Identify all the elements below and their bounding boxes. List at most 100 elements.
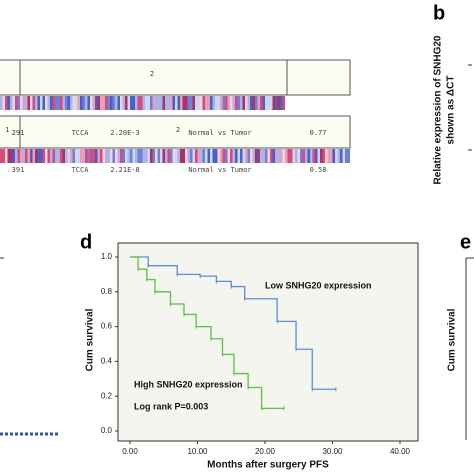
stripe <box>7 96 10 110</box>
stripe <box>225 149 228 163</box>
stripe <box>152 149 155 163</box>
stripe <box>52 96 55 110</box>
stripe <box>112 96 115 110</box>
stripe <box>82 149 85 163</box>
stripe <box>177 149 180 163</box>
stripe <box>85 149 88 163</box>
stripe <box>175 96 178 110</box>
cell-text: 0.77 <box>310 129 327 137</box>
stripe <box>50 149 53 163</box>
series-label: Low SNHG20 expression <box>265 280 372 290</box>
stripe <box>235 149 238 163</box>
stripe <box>220 96 223 110</box>
stripe <box>27 96 30 110</box>
stripe <box>202 96 205 110</box>
stripe <box>260 96 263 110</box>
x-tick-label: 10.00 <box>187 447 208 456</box>
stripe <box>7 149 10 163</box>
stripe <box>170 96 173 110</box>
stripe <box>2 96 5 110</box>
y-axis-label: Cum survival <box>85 308 96 371</box>
stripe <box>127 96 130 110</box>
stripe <box>115 96 118 110</box>
stripe <box>90 96 93 110</box>
stripe <box>12 149 15 163</box>
stripe <box>265 149 268 163</box>
stripe <box>290 149 293 163</box>
stripe <box>187 149 190 163</box>
y-tick-label: 0.0 <box>101 426 113 435</box>
stripe <box>97 96 100 110</box>
stripe <box>342 149 345 163</box>
stripe <box>240 149 243 163</box>
plot: 0.00 10.00 20.00 30.00 40.00 0.0 0.2 0.4 0.6 0.8 1… <box>101 252 411 456</box>
stripe <box>295 149 298 163</box>
stripe <box>205 96 208 110</box>
stripe <box>280 149 283 163</box>
panel-letter: e <box>460 231 471 253</box>
stripe <box>77 96 80 110</box>
stripe <box>2 149 5 163</box>
group-label: 2 <box>176 126 180 134</box>
stripe <box>207 96 210 110</box>
y-tick-label: 0.2 <box>101 391 113 400</box>
stripe <box>147 149 150 163</box>
stripe <box>255 149 258 163</box>
survival-curve <box>130 256 336 390</box>
stripe <box>92 96 95 110</box>
stripe <box>217 149 220 163</box>
stripe <box>142 149 145 163</box>
stripe <box>182 149 185 163</box>
stripe <box>340 149 343 163</box>
y-tick-label: 0.4 <box>101 357 113 366</box>
stripe <box>175 149 178 163</box>
stripe <box>95 96 98 110</box>
stripe <box>250 96 253 110</box>
stripe <box>122 149 125 163</box>
stripe <box>120 149 123 163</box>
stripe <box>32 96 35 110</box>
row-cells: 291 TCCA 2.20E-3 Normal vs Tumor 0.77 391 TCCA… <box>12 129 327 174</box>
stripe <box>167 96 170 110</box>
axis-label: Cum survival <box>447 308 458 371</box>
stripe <box>325 149 328 163</box>
stripe <box>107 96 110 110</box>
stripe <box>242 96 245 110</box>
stripe <box>312 149 315 163</box>
stripe <box>245 149 248 163</box>
stripe <box>272 96 275 110</box>
stripe <box>17 96 20 110</box>
group-label: 2 <box>150 70 154 78</box>
stripe <box>205 149 208 163</box>
stripe <box>65 96 68 110</box>
stripe <box>42 96 45 110</box>
stripe <box>0 96 3 110</box>
stripe <box>67 149 70 163</box>
stripe <box>40 96 43 110</box>
cell-text: 0.58 <box>310 166 327 174</box>
stripe <box>182 96 185 110</box>
stripe <box>135 96 138 110</box>
stripe <box>45 96 48 110</box>
stripe <box>132 149 135 163</box>
row-box <box>0 115 351 149</box>
stripe <box>15 149 18 163</box>
stripe <box>110 149 113 163</box>
stripe <box>82 96 85 110</box>
stripe <box>35 149 38 163</box>
stripe <box>232 149 235 163</box>
heatmap-strip <box>0 149 350 163</box>
x-tick-label: 0.00 <box>122 447 138 456</box>
cell-text: 391 <box>12 166 25 174</box>
stripe <box>172 96 175 110</box>
stripe <box>315 149 318 163</box>
stripe <box>57 149 60 163</box>
stripe <box>52 149 55 163</box>
stripe <box>247 96 250 110</box>
stripe <box>322 149 325 163</box>
stripe <box>107 149 110 163</box>
stripe <box>262 149 265 163</box>
stripe <box>5 96 8 110</box>
x-tick-label: 30.00 <box>322 447 343 456</box>
stripe <box>200 96 203 110</box>
